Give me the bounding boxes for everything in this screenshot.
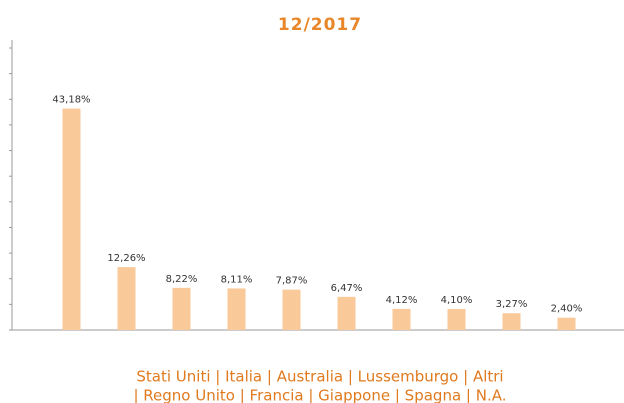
bar <box>447 308 466 330</box>
value-label: 4,10% <box>441 295 473 306</box>
bar <box>227 288 246 330</box>
bar <box>172 287 191 330</box>
bar <box>502 313 521 330</box>
value-label: 2,40% <box>551 304 583 315</box>
bar <box>557 317 576 330</box>
bar <box>117 267 136 330</box>
caption-line: Stati Uniti | Italia | Australia | Lusse… <box>136 368 503 386</box>
bar <box>282 289 301 330</box>
value-label: 8,11% <box>221 274 253 285</box>
value-label: 7,87% <box>276 276 308 287</box>
bar <box>337 296 356 330</box>
value-label: 3,27% <box>496 299 528 310</box>
bar <box>392 308 411 330</box>
value-label: 6,47% <box>331 283 363 294</box>
bar <box>62 108 81 330</box>
value-label: 12,26% <box>107 253 145 264</box>
value-label: 4,12% <box>386 295 418 306</box>
value-label: 8,22% <box>166 274 198 285</box>
value-label: 43,18% <box>52 95 90 106</box>
caption-line: | Regno Unito | Francia | Giappone | Spa… <box>133 387 506 403</box>
chart-title: 12/2017 <box>278 15 362 35</box>
